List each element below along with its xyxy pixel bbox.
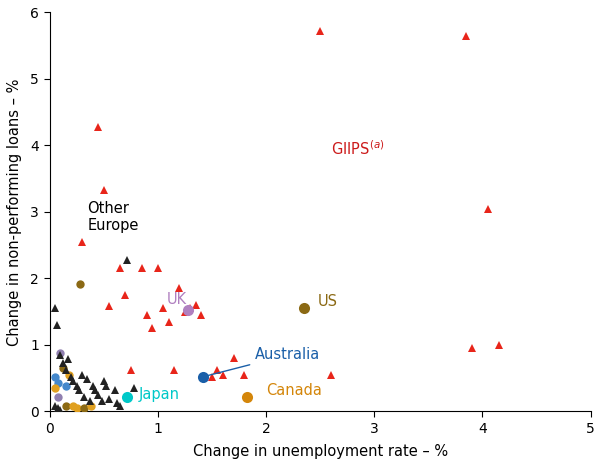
Text: UK: UK bbox=[166, 292, 187, 307]
Text: Other
Europe: Other Europe bbox=[87, 201, 139, 233]
Text: GIIPS$^{(a)}$: GIIPS$^{(a)}$ bbox=[331, 140, 385, 158]
Text: Canada: Canada bbox=[266, 383, 322, 397]
Y-axis label: Change in non-performing loans – %: Change in non-performing loans – % bbox=[7, 78, 22, 346]
Text: US: US bbox=[318, 294, 338, 309]
Text: Australia: Australia bbox=[206, 348, 320, 376]
X-axis label: Change in unemployment rate – %: Change in unemployment rate – % bbox=[193, 444, 448, 459]
Text: Japan: Japan bbox=[138, 387, 179, 402]
